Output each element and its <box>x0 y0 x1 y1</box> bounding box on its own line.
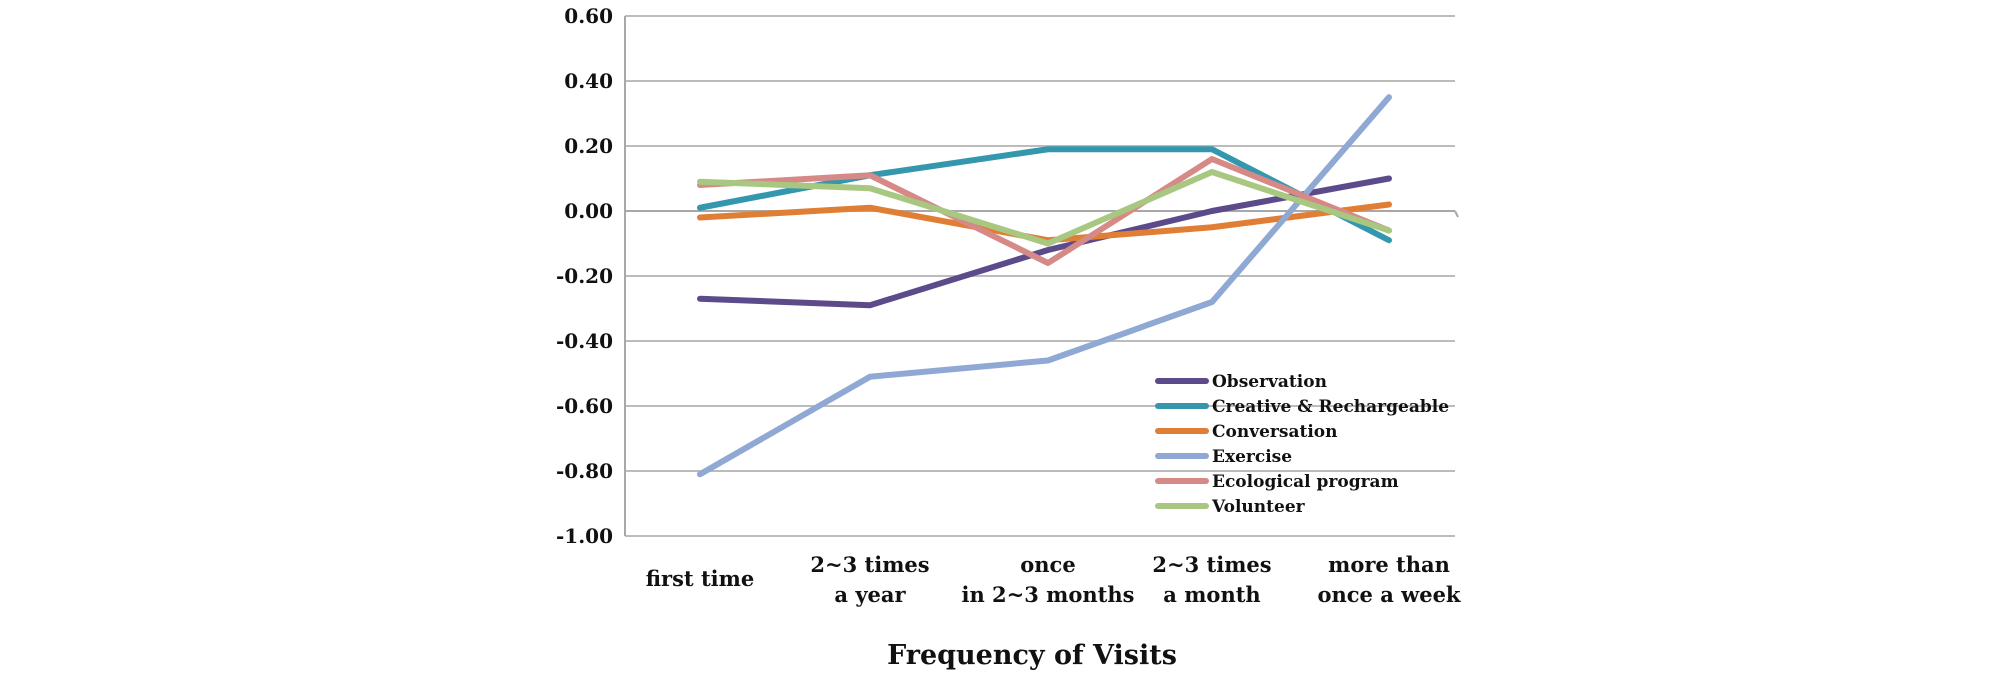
series-line-exercise <box>697 94 1392 478</box>
legend-label: Conversation <box>1212 422 1337 442</box>
gridlines <box>625 15 1455 537</box>
y-tick-label: 0.20 <box>564 134 613 158</box>
y-tick-label: -0.80 <box>556 459 613 483</box>
series-line-volunteer <box>697 169 1392 247</box>
series-line-ecological-program <box>697 156 1392 266</box>
x-tick-label: 2~3 times <box>810 552 929 577</box>
y-axis-ticks: 0.60 0.40 0.20 0.00 -0.20 -0.40 -0.60 -0.80 -1.0… <box>556 4 613 548</box>
x-tick-label: once a week <box>1317 582 1460 607</box>
x-tick-label: a year <box>834 582 906 607</box>
x-axis-title: Frequency of Visits <box>887 640 1177 671</box>
x-tick-label: once <box>1020 552 1075 577</box>
x-tick-label: more than <box>1328 552 1450 577</box>
y-tick-label: -0.40 <box>556 329 613 353</box>
legend-label: Observation <box>1212 372 1327 392</box>
y-tick-label: 0.60 <box>564 4 613 28</box>
y-tick-label: -1.00 <box>556 524 613 548</box>
series-lines <box>697 94 1392 478</box>
x-tick-label: 2~3 times <box>1152 552 1271 577</box>
legend-label: Exercise <box>1212 447 1292 467</box>
legend-label: Volunteer <box>1211 497 1306 517</box>
y-tick-label: -0.20 <box>556 264 613 288</box>
series-line-conversation <box>697 201 1392 244</box>
x-tick-label: a month <box>1163 582 1260 607</box>
x-tick-label: in 2~3 months <box>962 582 1135 607</box>
series-line-observation <box>697 175 1392 309</box>
x-tick-label: first time <box>646 566 754 591</box>
x-axis-ticks: first time 2~3 times a year once in 2~3 mont… <box>646 552 1461 607</box>
legend: Observation Creative & Rechargeable Conver… <box>1155 372 1449 517</box>
legend-label: Ecological program <box>1212 472 1399 492</box>
y-tick-label: 0.00 <box>564 199 613 223</box>
zero-axis-end-tick <box>1454 210 1459 218</box>
y-tick-label: 0.40 <box>564 69 613 93</box>
legend-label: Creative & Rechargeable <box>1212 397 1449 417</box>
y-tick-label: -0.60 <box>556 394 613 418</box>
